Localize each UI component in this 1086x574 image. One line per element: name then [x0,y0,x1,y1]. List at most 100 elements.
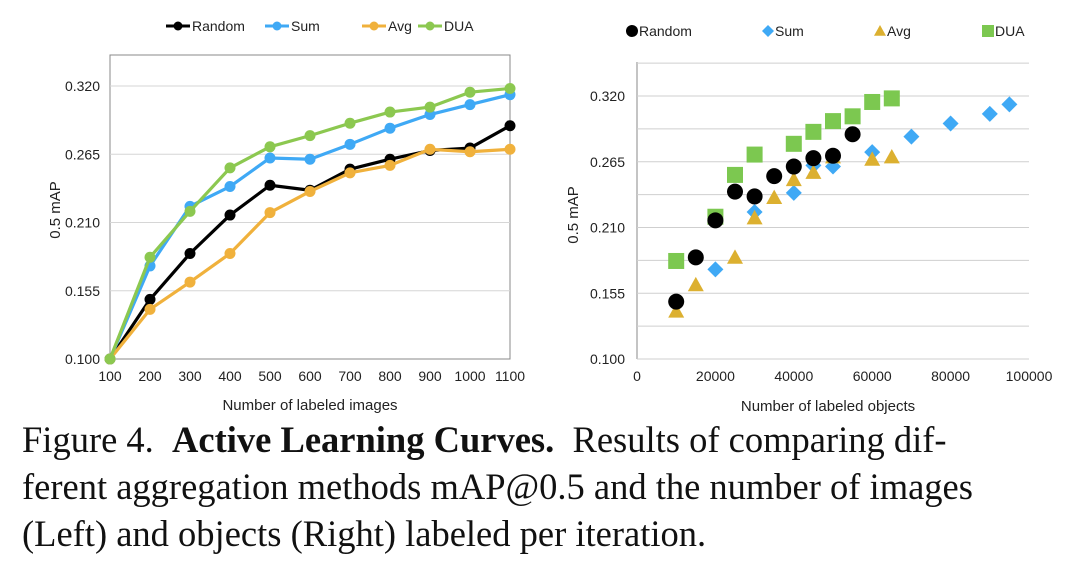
data-point [144,303,156,315]
data-point [104,353,116,365]
x-tick-label: 60000 [853,368,892,384]
legend-label: DUA [995,23,1025,39]
plot-area [109,54,511,360]
data-point [883,90,900,107]
y-tick-label: 0.265 [590,154,625,170]
data-point [344,117,356,129]
legend-item-dua: DUA [418,18,474,34]
chart-legend: Random Sum Avg DUA [166,18,474,34]
data-point [864,93,881,110]
x-tick-label: 1100 [495,368,525,384]
data-point [344,167,356,179]
series-random [668,126,861,310]
gridlines [637,62,1029,360]
data-point [184,205,196,217]
data-point [668,252,685,269]
legend-item-random: Random [166,18,245,34]
legend-label: Avg [887,23,911,39]
data-point [981,105,998,122]
data-point [825,147,841,164]
legend-item-avg: Avg [874,23,911,39]
data-point [707,212,724,229]
legend-marker [272,21,282,31]
series-line [108,147,511,361]
data-point [224,162,236,174]
figure-caption: Figure 4. Active Learning Curves. Result… [22,416,1072,557]
x-tick-label: 0 [633,368,641,384]
data-point [903,128,920,145]
data-point [942,115,959,132]
legend-item-avg: Avg [362,18,412,34]
data-point [982,25,994,37]
line-chart-labeled-images: Random Sum Avg DUA 0.100 0.155 0.210 0.265 0.32… [47,18,525,414]
x-tick-label: 40000 [774,368,813,384]
x-tick-label: 80000 [931,368,970,384]
x-axis-label: Number of labeled images [222,397,397,414]
data-point [805,164,822,179]
data-point [304,185,316,197]
data-point [727,249,743,264]
y-tick-label: 0.100 [65,351,100,367]
legend-label: Random [639,23,692,39]
y-tick-label: 0.210 [590,220,625,236]
x-tick-label: 800 [378,368,402,384]
data-point [668,293,685,310]
data-point [727,183,743,200]
series-avg [104,143,516,365]
y-tick-label: 0.100 [590,351,625,367]
data-point [224,248,236,260]
data-point [424,101,436,113]
data-point [766,189,783,205]
legend-item-sum: Sum [265,18,320,34]
series-group [668,90,1018,318]
x-tick-label: 300 [178,368,202,384]
series-group [104,82,516,365]
x-axis-label: Number of labeled objects [741,398,915,415]
caption-text-line3: (Left) and objects (Right) labeled per i… [22,513,707,554]
x-tick-label: 900 [418,368,442,384]
legend-marker [369,21,379,31]
series-dua [104,82,516,365]
caption-text-line1: Results of comparing dif- [572,419,947,460]
caption-text-line2: ferent aggregation methods mAP@0.5 and t… [22,466,973,507]
data-point [464,99,476,111]
data-point [766,168,783,185]
x-tick-label: 20000 [696,368,735,384]
y-axis-label: 0.5 mAP [565,186,582,244]
x-tick-label: 1000 [454,368,485,384]
data-point [264,207,276,219]
caption-label: Figure 4. [22,419,154,460]
y-tick-label: 0.265 [65,146,100,162]
data-point [687,249,704,266]
data-point [668,303,685,318]
data-point [504,82,516,94]
scatter-chart-labeled-objects: Random Sum Avg DUA 0.100 0.155 0.210 0.265 0.32… [565,23,1053,415]
data-point [184,248,196,260]
data-point [785,171,802,187]
series-sum [707,96,1018,278]
data-point [344,138,356,150]
data-point [805,123,822,140]
legend-label: Sum [775,23,804,39]
data-point [844,126,861,143]
data-point [864,151,881,166]
x-tick-label: 100000 [1006,368,1053,384]
series-dua [668,90,900,269]
data-point [384,106,396,118]
legend-label: Avg [388,18,412,34]
data-point [264,141,276,153]
legend-label: Random [192,18,245,34]
series-avg [668,148,900,318]
data-point [264,152,276,164]
x-tick-label: 200 [138,368,162,384]
data-point [424,143,436,155]
data-point [184,276,196,288]
legend-marker [173,21,183,31]
data-point [805,150,822,167]
legend-marker [425,21,435,31]
data-point [746,209,763,225]
data-point [707,261,724,278]
y-tick-label: 0.320 [590,88,625,104]
series-line [108,86,511,360]
legend-item-dua: DUA [982,23,1025,39]
